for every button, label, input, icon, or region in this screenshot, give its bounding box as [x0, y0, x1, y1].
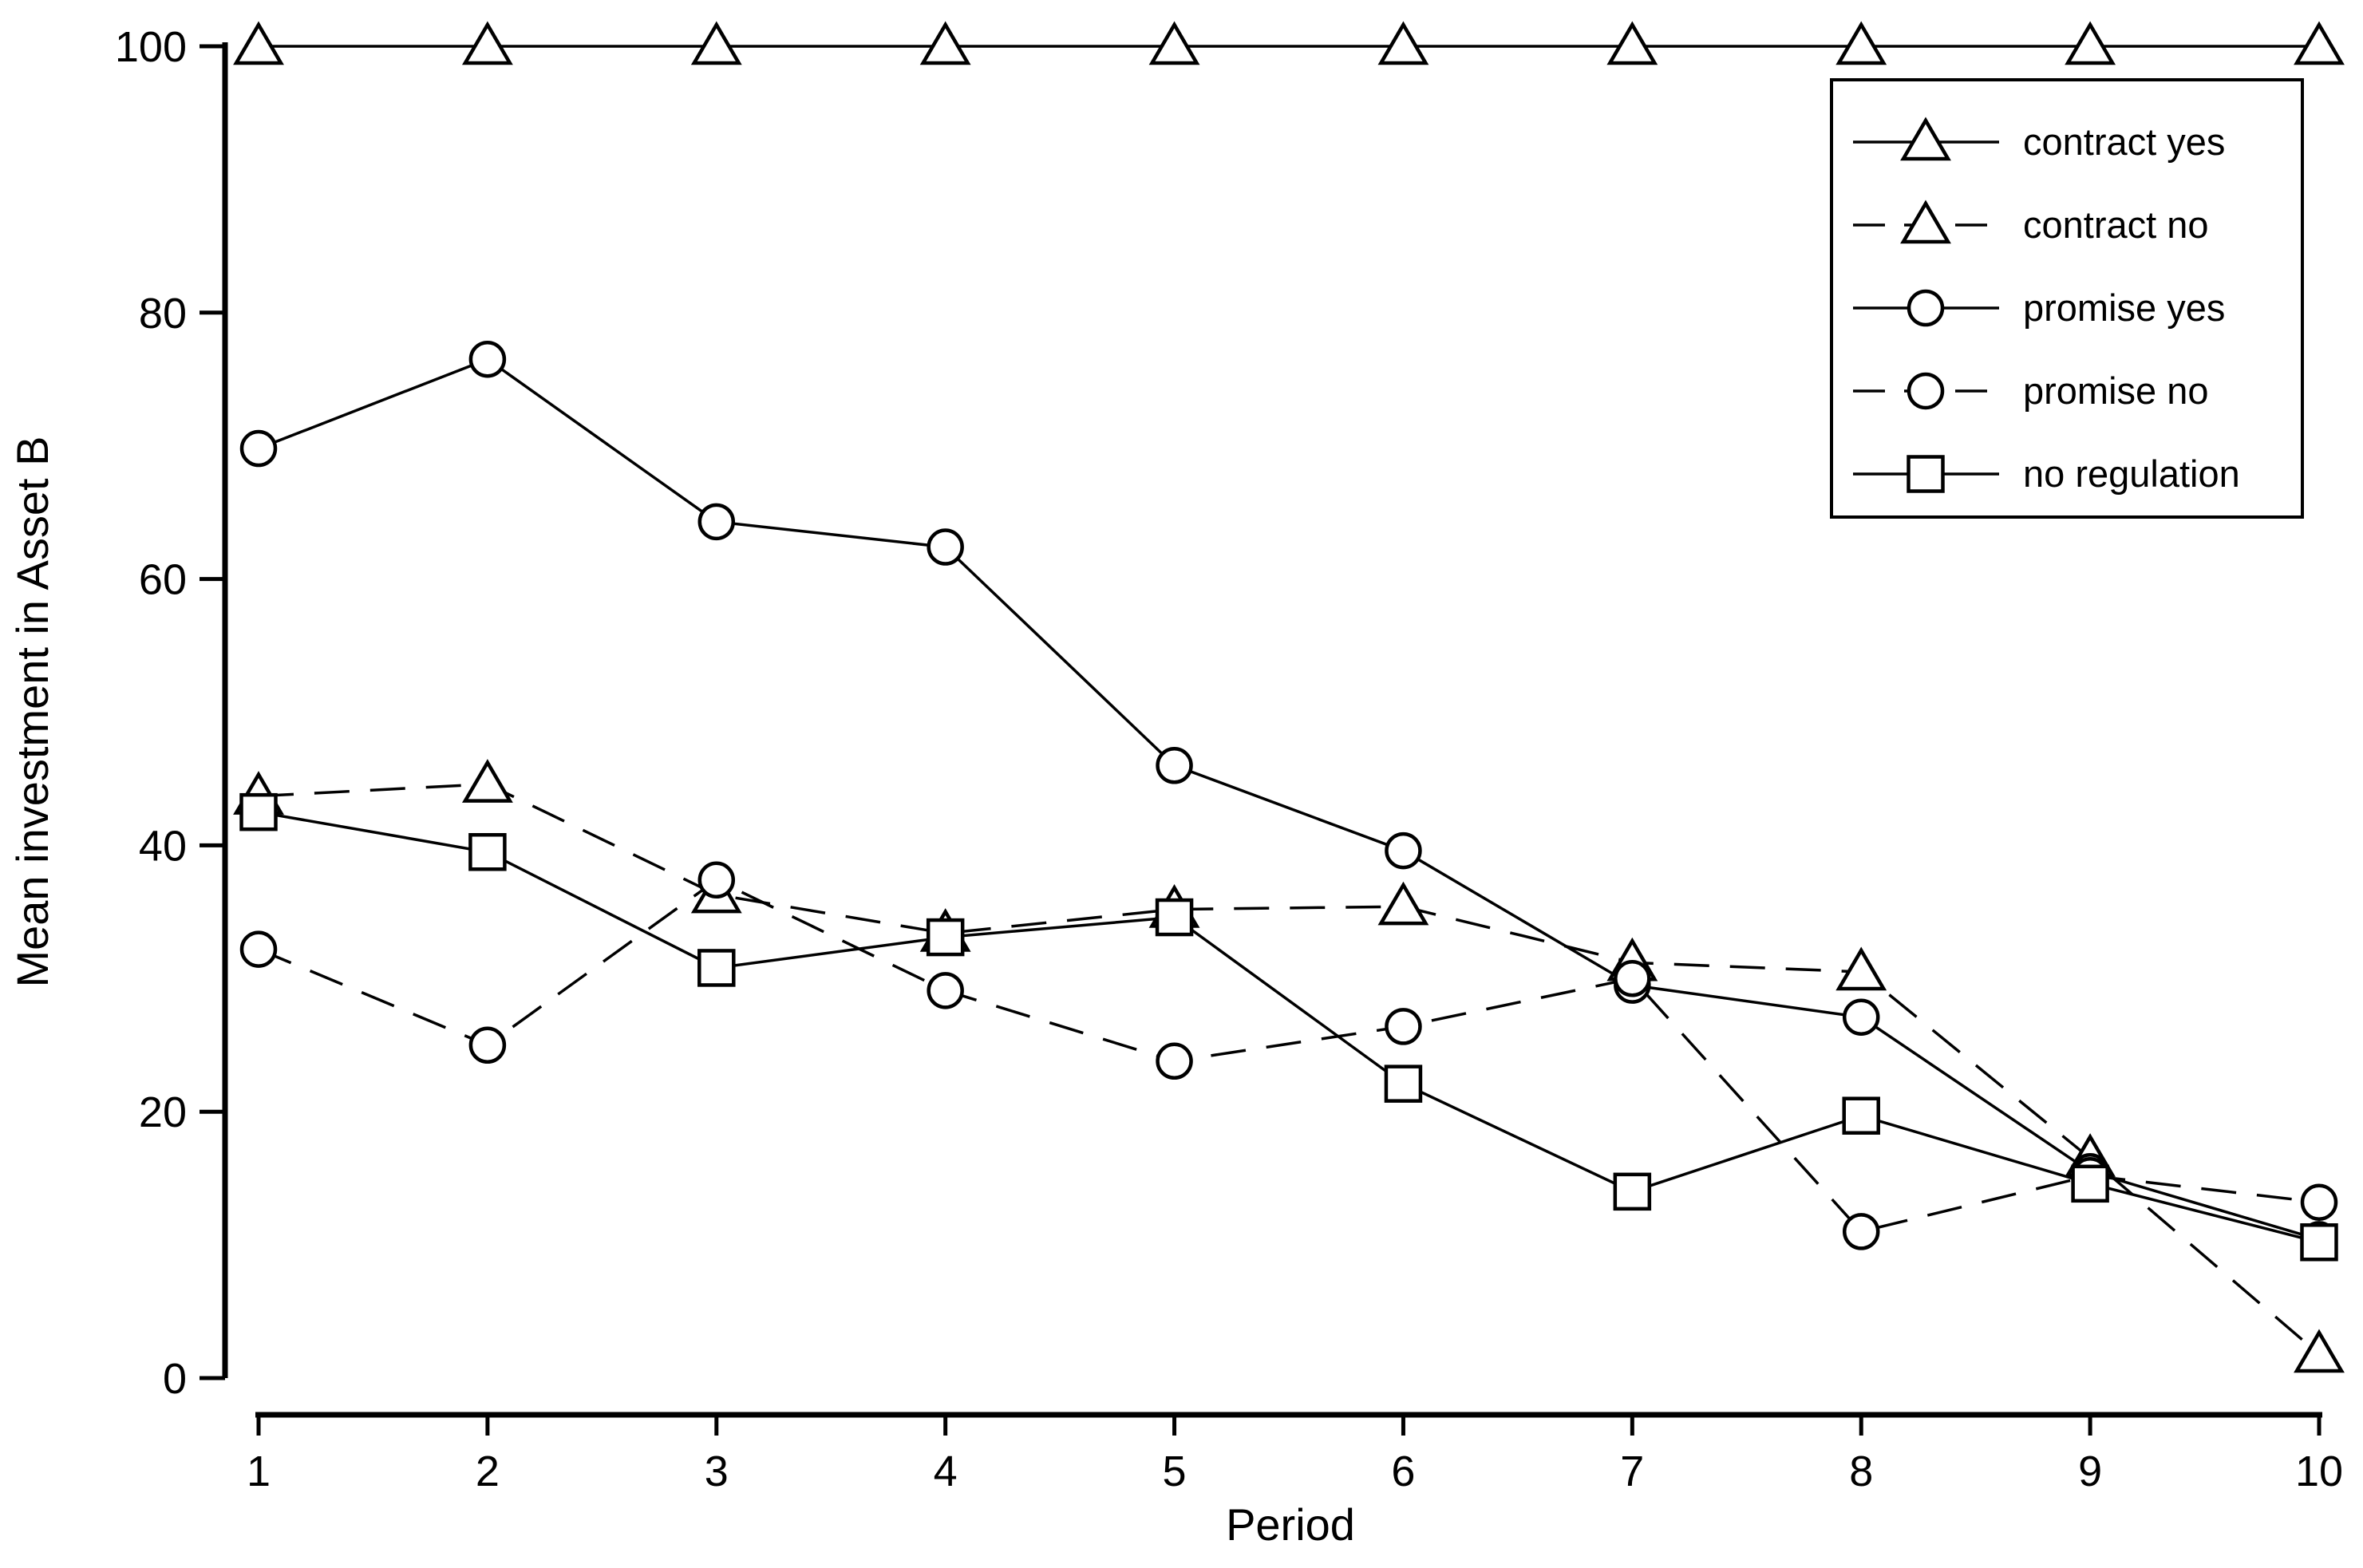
axes: 0 20 40 60 80 100 1 2 3 4 5 6 7 8 9 10: [115, 23, 2343, 1495]
circle-marker-promise-no: [1842, 1213, 1880, 1250]
triangle-marker-contract-yes: [233, 21, 284, 65]
square-marker-no-regulation: [2300, 1223, 2338, 1262]
triangle-marker-contract-no: [2294, 1329, 2345, 1373]
legend-label: promise yes: [2023, 286, 2225, 329]
x-tick-label: 9: [2078, 1448, 2102, 1495]
circle-marker-promise-no: [2300, 1183, 2338, 1221]
legend-label: no regulation: [2023, 452, 2240, 495]
circle-marker-promise-no: [697, 861, 736, 899]
square-marker-no-regulation: [1384, 1064, 1423, 1103]
triangle-marker-contract-yes: [2294, 21, 2345, 65]
square-marker-no-regulation: [239, 792, 278, 831]
legend-label: contract no: [2023, 203, 2209, 246]
x-tick-label: 6: [1391, 1448, 1415, 1495]
legend-entry-no-regulation: no regulation: [1853, 452, 2240, 495]
legend: contract yes contract no promise yes promis…: [1830, 78, 2304, 519]
series-line-no-regulation: [258, 810, 2320, 1244]
square-marker-no-regulation: [1155, 898, 1194, 937]
triangle-marker-contract-no: [1835, 946, 1887, 991]
legend-entry-contract-yes: contract yes: [1853, 117, 2225, 163]
x-tick-label: 8: [1849, 1448, 1873, 1495]
legend-entry-contract-no: contract no: [1853, 199, 2209, 246]
legend-label: contract yes: [2023, 120, 2225, 163]
square-marker-no-regulation: [1842, 1096, 1880, 1135]
y-axis-title: Mean investment in Asset B: [7, 436, 57, 987]
triangle-marker-contract-yes: [461, 21, 513, 65]
x-tick-label: 1: [247, 1448, 271, 1495]
x-tick-label: 2: [476, 1448, 500, 1495]
x-tick-label: 10: [2295, 1448, 2343, 1495]
circle-icon: [1907, 372, 1945, 410]
triangle-marker-contract-yes: [2065, 21, 2116, 65]
circle-marker-promise-no: [927, 972, 964, 1009]
y-tick-label: 60: [139, 556, 187, 604]
y-tick-label: 0: [163, 1355, 187, 1403]
circle-marker-promise-no: [1156, 1042, 1193, 1080]
circle-icon: [1907, 289, 1945, 327]
circle-marker-promise-yes: [697, 503, 736, 541]
square-marker-no-regulation: [697, 949, 736, 987]
y-tick-label: 80: [139, 290, 187, 338]
circle-marker-promise-yes: [1156, 747, 1193, 784]
y-tick-label: 20: [139, 1088, 187, 1136]
circle-marker-promise-yes: [239, 429, 278, 468]
triangle-marker-contract-yes: [1377, 21, 1429, 65]
x-tick-label: 3: [705, 1448, 729, 1495]
triangle-marker-contract-no: [461, 759, 513, 803]
triangle-marker-contract-yes: [1835, 21, 1887, 65]
series-line-promise-no: [258, 878, 2320, 1234]
circle-marker-promise-yes: [1842, 998, 1880, 1036]
legend-entry-promise-yes: promise yes: [1853, 286, 2225, 329]
y-tick-label: 100: [115, 23, 187, 71]
x-tick-label: 5: [1163, 1448, 1187, 1495]
triangle-marker-contract-no: [1377, 881, 1429, 926]
series-line-contract-no: [258, 782, 2321, 1356]
circle-marker-promise-no: [468, 1026, 507, 1064]
circle-marker-promise-yes: [1385, 831, 1422, 870]
triangle-marker-contract-yes: [919, 21, 971, 65]
triangle-marker-contract-yes: [1148, 21, 1200, 65]
circle-marker-promise-yes: [927, 528, 964, 566]
legend-label: promise no: [2023, 369, 2209, 412]
series-markers: [233, 21, 2345, 1373]
x-tick-label: 4: [934, 1448, 958, 1495]
y-tick-label: 40: [139, 822, 187, 870]
triangle-marker-contract-yes: [690, 21, 742, 65]
x-axis-title: Period: [1226, 1499, 1355, 1550]
triangle-icon: [1900, 199, 1951, 244]
square-marker-no-regulation: [2071, 1164, 2109, 1203]
triangle-marker-contract-yes: [1606, 21, 1658, 65]
legend-entry-promise-no: promise no: [1853, 369, 2209, 412]
x-tick-label: 7: [1620, 1448, 1644, 1495]
circle-marker-promise-no: [239, 930, 278, 968]
circle-marker-promise-yes: [468, 340, 507, 378]
series-lines: [258, 45, 2321, 1356]
triangle-icon: [1900, 117, 1951, 161]
series-line-promise-yes: [258, 357, 2320, 1242]
circle-marker-promise-no: [1614, 960, 1651, 997]
square-marker-no-regulation: [926, 918, 965, 957]
square-marker-no-regulation: [468, 832, 507, 871]
square-marker-no-regulation: [1613, 1172, 1652, 1211]
circle-marker-promise-no: [1385, 1008, 1422, 1045]
square-icon: [1907, 455, 1945, 493]
